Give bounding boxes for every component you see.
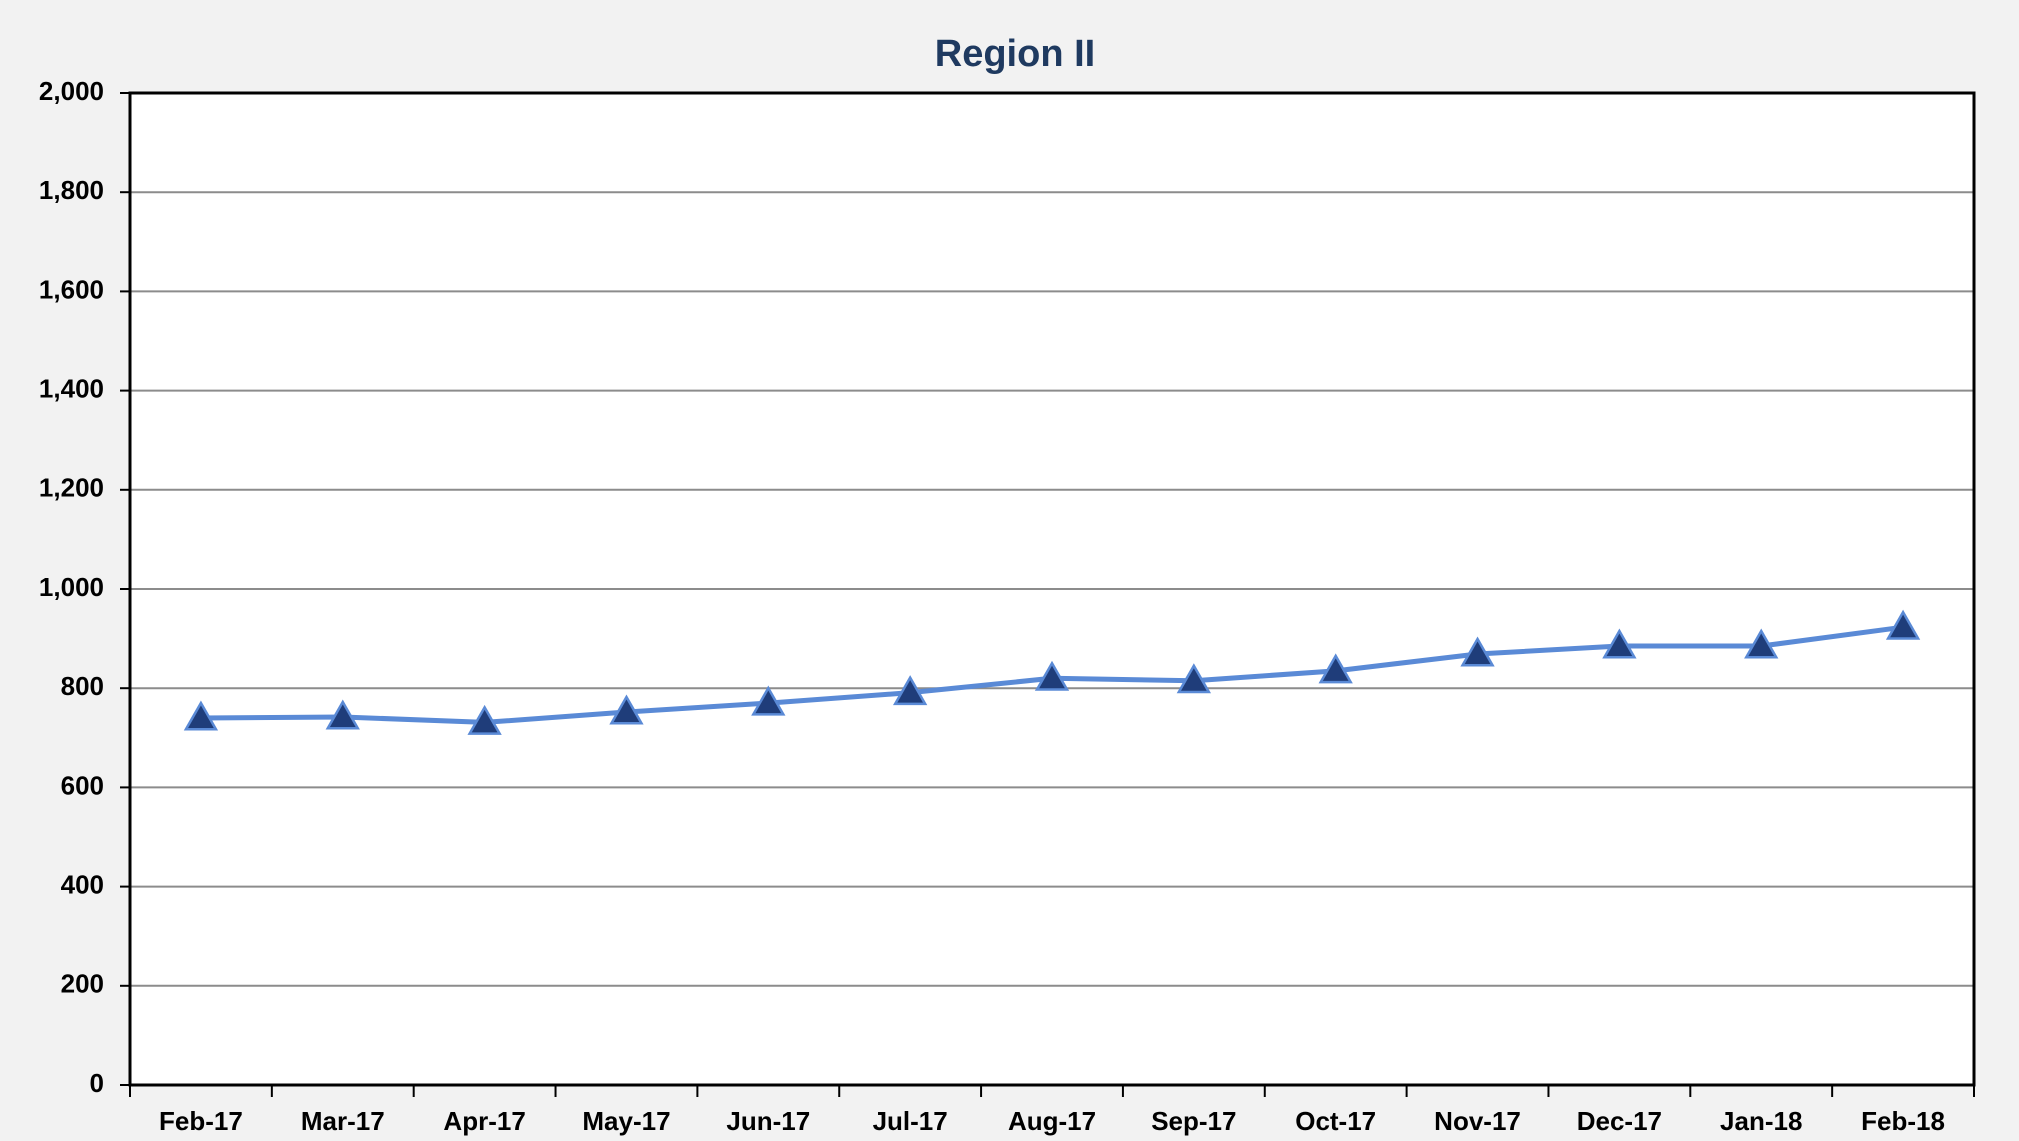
x-tick-label: Apr-17 bbox=[443, 1106, 525, 1136]
x-tick-label: Jul-17 bbox=[873, 1106, 948, 1136]
chart-title: Region II bbox=[935, 33, 1095, 75]
marker bbox=[892, 675, 928, 706]
x-tick-label: Jan-18 bbox=[1720, 1106, 1802, 1136]
y-tick-label: 400 bbox=[61, 869, 104, 899]
x-tick-label: Aug-17 bbox=[1008, 1106, 1096, 1136]
y-tick-label: 1,000 bbox=[39, 572, 104, 602]
y-tick-label: 600 bbox=[61, 770, 104, 800]
marker bbox=[467, 704, 502, 735]
y-tick-label: 1,600 bbox=[39, 274, 104, 304]
marker bbox=[1318, 653, 1353, 684]
y-tick-label: 200 bbox=[61, 969, 104, 999]
marker bbox=[1602, 628, 1637, 659]
x-tick-label: Nov-17 bbox=[1434, 1106, 1521, 1136]
x-tick-label: Feb-17 bbox=[159, 1106, 243, 1136]
marker bbox=[1885, 609, 1921, 640]
marker bbox=[325, 699, 360, 730]
y-tick-label: 1,400 bbox=[39, 373, 104, 403]
marker bbox=[1176, 663, 1212, 694]
y-tick-label: 800 bbox=[61, 671, 104, 701]
x-tick-label: May-17 bbox=[582, 1106, 670, 1136]
plot-border bbox=[128, 91, 1976, 1087]
marker bbox=[1744, 628, 1779, 659]
marker bbox=[609, 694, 644, 725]
x-tick-label: Oct-17 bbox=[1295, 1106, 1376, 1136]
y-tick-label: 0 bbox=[90, 1068, 104, 1098]
marker bbox=[751, 685, 786, 716]
marker bbox=[1034, 660, 1070, 691]
x-tick-label: Sep-17 bbox=[1151, 1106, 1236, 1136]
x-tick-label: Feb-18 bbox=[1861, 1106, 1945, 1136]
marker bbox=[183, 700, 219, 731]
x-tick-label: Jun-17 bbox=[726, 1106, 810, 1136]
y-tick-label: 2,000 bbox=[39, 76, 104, 106]
x-tick-label: Mar-17 bbox=[301, 1106, 385, 1136]
y-tick-label: 1,800 bbox=[39, 175, 104, 205]
marker bbox=[1460, 636, 1495, 667]
x-tick-label: Dec-17 bbox=[1577, 1106, 1662, 1136]
y-tick-label: 1,200 bbox=[39, 473, 104, 503]
